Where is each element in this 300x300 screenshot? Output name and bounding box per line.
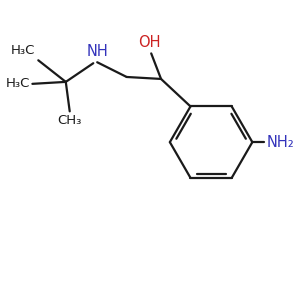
Text: OH: OH [138,35,160,50]
Text: H₃C: H₃C [11,44,35,57]
Text: NH: NH [86,44,108,59]
Text: H₃C: H₃C [6,77,30,90]
Text: CH₃: CH₃ [58,114,82,127]
Text: NH₂: NH₂ [267,135,295,150]
